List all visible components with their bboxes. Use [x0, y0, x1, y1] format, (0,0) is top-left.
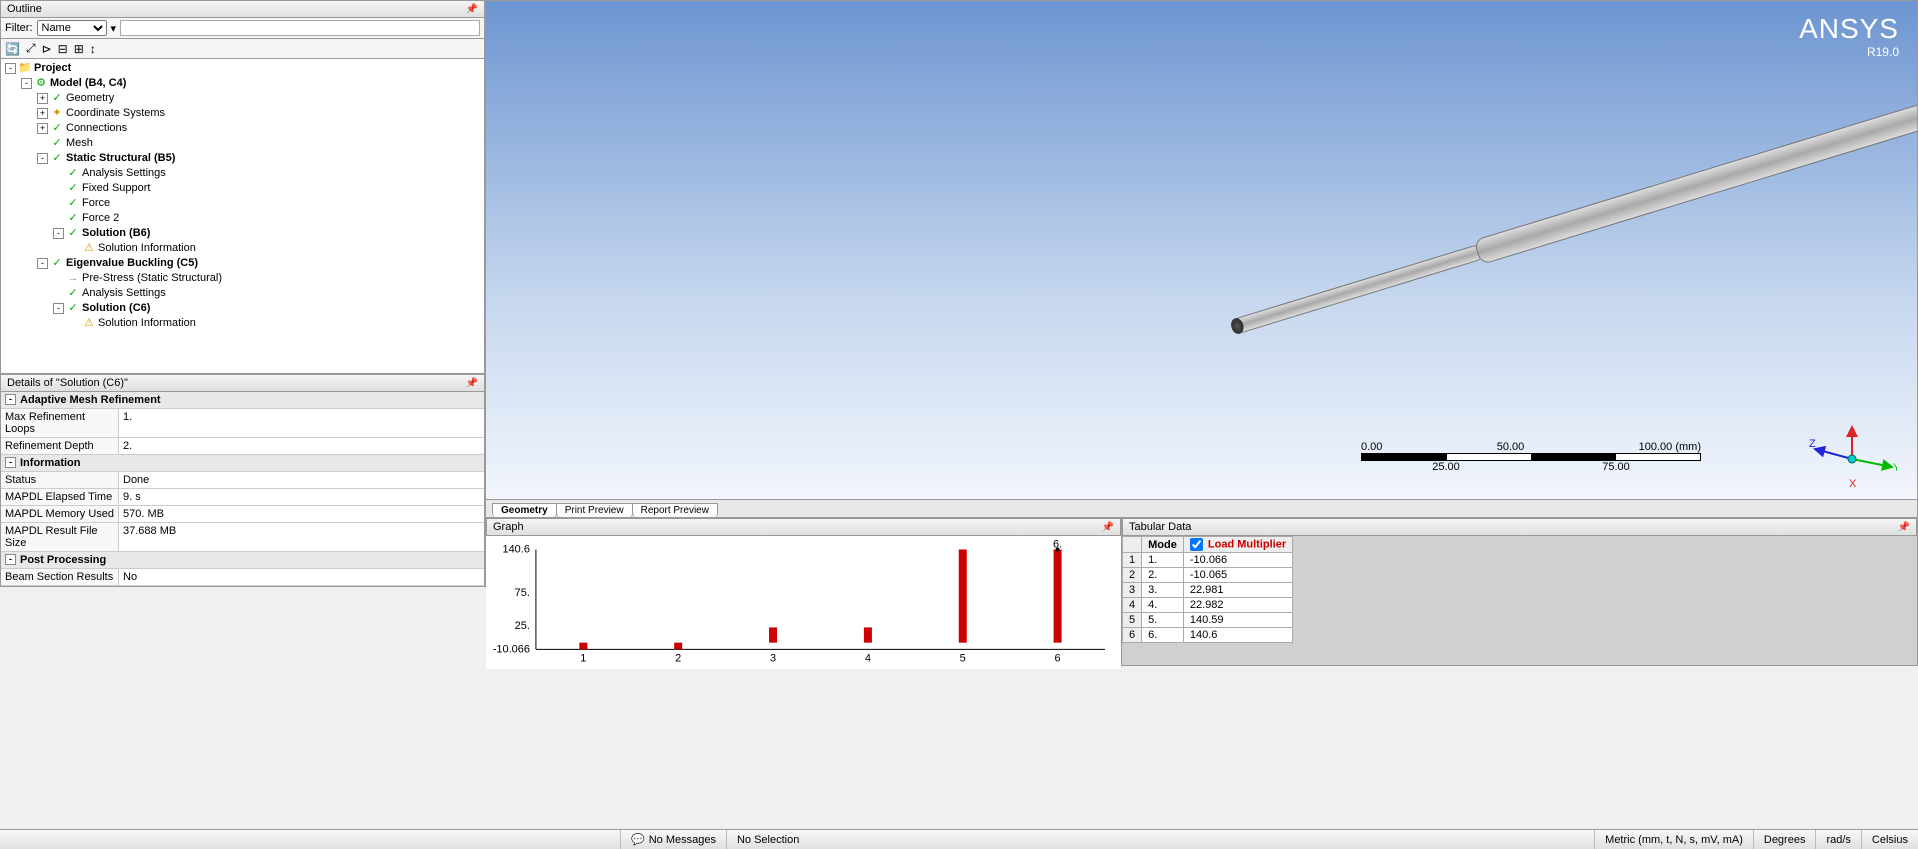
axis-triad[interactable]: Y Z X	[1807, 419, 1897, 489]
outline-title: Outline	[7, 3, 42, 15]
graph-title: Graph	[493, 521, 524, 533]
svg-text:Z: Z	[1809, 438, 1816, 450]
tree-project[interactable]: Project	[34, 62, 71, 74]
tree-force2[interactable]: Force 2	[82, 212, 119, 224]
load-mult-checkbox[interactable]	[1190, 538, 1203, 551]
details-row[interactable]: MAPDL Result File Size37.688 MB	[1, 523, 484, 552]
table-row[interactable]: 55.140.59	[1123, 613, 1293, 628]
status-bar: 💬No Messages No Selection Metric (mm, t,…	[0, 829, 1918, 849]
svg-text:2: 2	[675, 652, 681, 664]
svg-text:140.6: 140.6	[502, 543, 529, 555]
svg-text:5: 5	[960, 652, 966, 664]
details-header: Details of "Solution (C6)" 📌	[0, 374, 485, 392]
status-celsius[interactable]: Celsius	[1861, 830, 1918, 849]
tree-model[interactable]: Model (B4, C4)	[50, 77, 126, 89]
status-selection: No Selection	[726, 830, 906, 849]
tree-solinfo1[interactable]: Solution Information	[98, 242, 196, 254]
tree-analy1[interactable]: Analysis Settings	[82, 167, 166, 179]
table-row[interactable]: 66.140.6	[1123, 628, 1293, 643]
details-panel: Details of "Solution (C6)" 📌 -Adaptive M…	[0, 374, 486, 587]
svg-text:-10.066: -10.066	[493, 643, 530, 655]
details-grid[interactable]: -Adaptive Mesh RefinementMax Refinement …	[0, 392, 485, 587]
outline-toolbar: 🔄 ⤢ ⊳ ⊟ ⊞ ↕	[0, 39, 485, 59]
tree-force[interactable]: Force	[82, 197, 110, 209]
tree-mesh[interactable]: Mesh	[66, 137, 93, 149]
details-row[interactable]: Refinement Depth2.	[1, 438, 484, 455]
tab-geometry[interactable]: Geometry	[492, 503, 557, 517]
tree-eigen[interactable]: Eigenvalue Buckling (C5)	[66, 257, 198, 269]
pin-icon[interactable]: 📌	[466, 378, 478, 389]
tree-fixed[interactable]: Fixed Support	[82, 182, 150, 194]
filter-type-select[interactable]: Name	[37, 20, 107, 36]
status-messages[interactable]: 💬No Messages	[620, 830, 726, 849]
message-icon: 💬	[631, 833, 645, 846]
pin-icon[interactable]: 📌	[1102, 522, 1114, 533]
tab-report-preview[interactable]: Report Preview	[632, 503, 718, 517]
svg-text:4: 4	[865, 652, 871, 664]
details-row[interactable]: Beam Section ResultsNo	[1, 569, 484, 586]
tree-expand-icon[interactable]: ⊞	[74, 42, 84, 56]
details-row[interactable]: MAPDL Elapsed Time9. s	[1, 489, 484, 506]
graph-header: Graph 📌	[486, 518, 1121, 536]
details-row[interactable]: StatusDone	[1, 472, 484, 489]
graph-panel: Graph 📌 140.675.25.-10.0661234566.	[486, 518, 1122, 666]
pin-icon[interactable]: 📌	[466, 4, 478, 15]
tree-connections[interactable]: Connections	[66, 122, 127, 134]
viewport-3d[interactable]: ANSYS R19.0 0.00 50.00 100.00 (mm) 25.00…	[486, 0, 1918, 500]
sort-icon[interactable]: ↕	[90, 42, 96, 56]
svg-text:1: 1	[580, 652, 586, 664]
ansys-logo: ANSYS R19.0	[1799, 13, 1899, 59]
tree-sol-c6[interactable]: Solution (C6)	[82, 302, 150, 314]
svg-text:25.: 25.	[515, 620, 530, 632]
svg-text:Y: Y	[1893, 462, 1897, 474]
status-degrees[interactable]: Degrees	[1753, 830, 1816, 849]
scale-ruler: 0.00 50.00 100.00 (mm) 25.00 75.00	[1361, 441, 1701, 473]
tree-solinfo2[interactable]: Solution Information	[98, 317, 196, 329]
tabular-header: Tabular Data 📌	[1122, 518, 1917, 536]
outline-tree[interactable]: -📁Project -⚙Model (B4, C4) +✓Geometry +✦…	[0, 59, 485, 374]
outline-header: Outline 📌	[0, 0, 485, 18]
tabular-title: Tabular Data	[1129, 521, 1191, 533]
view-tabs: Geometry Print Preview Report Preview	[486, 500, 1918, 518]
tabular-body[interactable]: Mode Load Multiplier11.-10.06622.-10.065…	[1122, 536, 1917, 665]
filter-input[interactable]	[120, 20, 480, 36]
tree-static[interactable]: Static Structural (B5)	[66, 152, 175, 164]
details-title: Details of "Solution (C6)"	[7, 377, 128, 389]
details-row[interactable]: Max Refinement Loops1.	[1, 409, 484, 438]
status-units[interactable]: Metric (mm, t, N, s, mV, mA)	[1594, 830, 1753, 849]
filter-label: Filter:	[5, 22, 33, 34]
pin-icon[interactable]: 📌	[1898, 522, 1910, 533]
tabular-panel: Tabular Data 📌 Mode Load Multiplier11.-1…	[1122, 518, 1918, 666]
tree-prestress[interactable]: Pre-Stress (Static Structural)	[82, 272, 222, 284]
table-row[interactable]: 33.22.981	[1123, 583, 1293, 598]
tree-analy2[interactable]: Analysis Settings	[82, 287, 166, 299]
status-rads[interactable]: rad/s	[1815, 830, 1860, 849]
svg-text:6: 6	[1055, 652, 1061, 664]
svg-text:3: 3	[770, 652, 776, 664]
outline-panel: Outline 📌 Filter: Name ▾ 🔄 ⤢ ⊳ ⊟ ⊞ ↕ -📁P…	[0, 0, 486, 374]
svg-text:75.: 75.	[515, 587, 530, 599]
arrow-icon[interactable]: ⊳	[42, 42, 52, 56]
tree-geometry[interactable]: Geometry	[66, 92, 114, 104]
refresh-icon[interactable]: 🔄	[5, 42, 20, 56]
table-row[interactable]: 44.22.982	[1123, 598, 1293, 613]
graph-body[interactable]: 140.675.25.-10.0661234566.	[486, 536, 1121, 669]
tab-print-preview[interactable]: Print Preview	[556, 503, 633, 517]
dropdown-icon[interactable]: ▾	[111, 22, 117, 35]
table-row[interactable]: 11.-10.066	[1123, 553, 1293, 568]
table-row[interactable]: 22.-10.065	[1123, 568, 1293, 583]
collapse-icon[interactable]: ⊟	[58, 42, 68, 56]
svg-text:X: X	[1849, 478, 1857, 489]
expand-icon[interactable]: ⤢	[26, 41, 36, 56]
tree-sol-b6[interactable]: Solution (B6)	[82, 227, 150, 239]
tree-coord[interactable]: Coordinate Systems	[66, 107, 165, 119]
details-row[interactable]: MAPDL Memory Used570. MB	[1, 506, 484, 523]
filter-row: Filter: Name ▾	[0, 18, 485, 39]
